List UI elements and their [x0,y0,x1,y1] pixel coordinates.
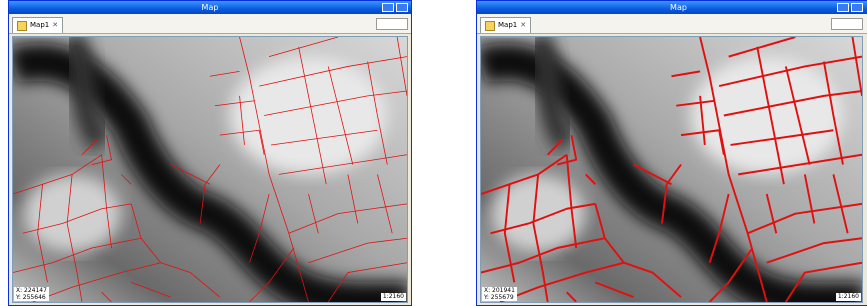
view-controls[interactable] [376,18,408,30]
tab-row: Map1✕ [477,14,867,34]
window-title: Map [670,3,687,12]
map-tab[interactable]: Map1✕ [480,17,531,33]
map-image [481,37,862,302]
title-bar: Map [477,1,867,14]
close-button[interactable] [851,3,863,12]
close-button[interactable] [396,3,408,12]
y-coordinate: Y: 255646 [16,294,47,301]
screen: Map Map1✕ X: 224147Y: 255646 1:2160 Map … [0,0,867,306]
minimize-button[interactable] [837,3,849,12]
window-title: Map [202,3,219,12]
y-coordinate: Y: 255679 [484,294,515,301]
view-controls[interactable] [831,18,863,30]
tab-label: Map1 [30,18,49,33]
tab-close[interactable]: ✕ [52,18,58,33]
title-bar: Map [9,1,411,14]
tab-row: Map1✕ [9,14,411,34]
x-coordinate: X: 201941 [484,287,515,294]
x-coordinate: X: 224147 [16,287,47,294]
tab-label: Map1 [498,18,517,33]
window-buttons [382,3,408,12]
map-tab[interactable]: Map1✕ [12,17,63,33]
tab-close[interactable]: ✕ [520,18,526,33]
map-image [13,37,407,302]
tab-icon [17,21,27,31]
minimize-button[interactable] [382,3,394,12]
tab-icon [485,21,495,31]
window-buttons [837,3,863,12]
map-scale: 1:2160 [836,293,861,301]
map-scale: 1:2160 [381,293,406,301]
